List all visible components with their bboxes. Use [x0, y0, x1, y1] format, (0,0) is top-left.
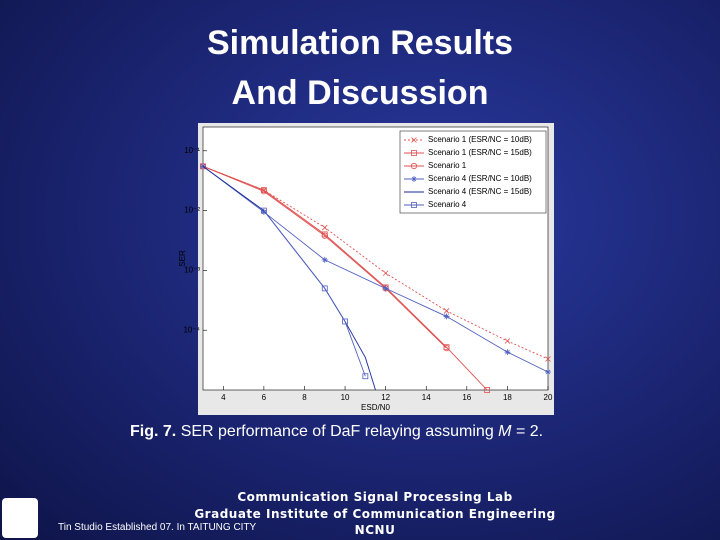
marker [545, 368, 551, 375]
marker [443, 308, 450, 314]
x-tick-label: 8 [302, 393, 307, 402]
marker [443, 345, 450, 352]
marker [443, 313, 450, 320]
marker [545, 356, 551, 362]
legend-label: Scenario 1 (ESR/NC = 10dB) [428, 135, 532, 144]
legend-box [399, 130, 547, 214]
footer-lab: Communication Signal Processing Lab [237, 490, 513, 504]
x-tick-label: 10 [341, 393, 350, 402]
caption: Fig. 7. SER performance of DaF relaying … [130, 423, 543, 441]
y-tick-label: 10⁻⁴ [183, 325, 200, 334]
marker [260, 188, 267, 195]
marker [260, 207, 267, 214]
marker [411, 150, 417, 156]
marker [342, 318, 348, 325]
marker [484, 387, 491, 393]
legend-label: Scenario 4 (ESR/NC = 15dB) [428, 187, 532, 196]
footer-univ: NCNU [354, 523, 396, 537]
legend-label: Scenario 4 [428, 200, 467, 209]
y-tick-label: 10⁻¹ [184, 146, 200, 155]
x-axis-label: ESD/N0 [361, 403, 390, 412]
y-tick-label: 10⁻² [184, 206, 200, 215]
marker [321, 285, 328, 292]
marker [260, 208, 267, 215]
footer-institute: Graduate Institute of Communication Engi… [194, 507, 556, 521]
x-tick-label: 20 [544, 393, 553, 402]
marker [382, 270, 389, 276]
marker [321, 224, 328, 231]
caption-var: M [498, 423, 512, 440]
marker [504, 349, 511, 356]
legend-label: Scenario 1 [428, 161, 467, 170]
title: Simulation Results [206, 24, 514, 62]
series-line [202, 165, 488, 391]
marker [504, 338, 511, 344]
x-tick-label: 16 [462, 393, 471, 402]
logo [2, 498, 38, 538]
marker [362, 373, 369, 380]
legend-label: Scenario 4 (ESR/NC = 10dB) [428, 174, 532, 183]
marker [321, 256, 328, 263]
x-tick-label: 4 [221, 393, 226, 402]
y-tick-label: 10⁻³ [184, 266, 200, 275]
series-line [202, 165, 447, 349]
y-axis-label: SER [178, 250, 187, 267]
x-tick-label: 12 [381, 393, 390, 402]
caption-label: Fig. 7. [130, 423, 177, 440]
marker [411, 176, 417, 182]
x-tick-label: 14 [422, 393, 431, 402]
marker [321, 232, 328, 239]
caption-end: = 2. [515, 423, 544, 440]
marker [411, 137, 417, 143]
marker [411, 202, 417, 208]
caption-text: SER performance of DaF relaying assuming [180, 423, 494, 440]
x-tick-label: 6 [262, 393, 267, 402]
marker [410, 162, 418, 170]
series-line [263, 210, 366, 377]
x-tick-label: 18 [503, 393, 512, 402]
footer-studio: Tin Studio Established 07. In TAITUNG CI… [58, 522, 257, 533]
title: And Discussion [231, 74, 489, 112]
legend-label: Scenario 1 (ESR/NC = 15dB) [428, 148, 532, 157]
marker [382, 285, 389, 292]
